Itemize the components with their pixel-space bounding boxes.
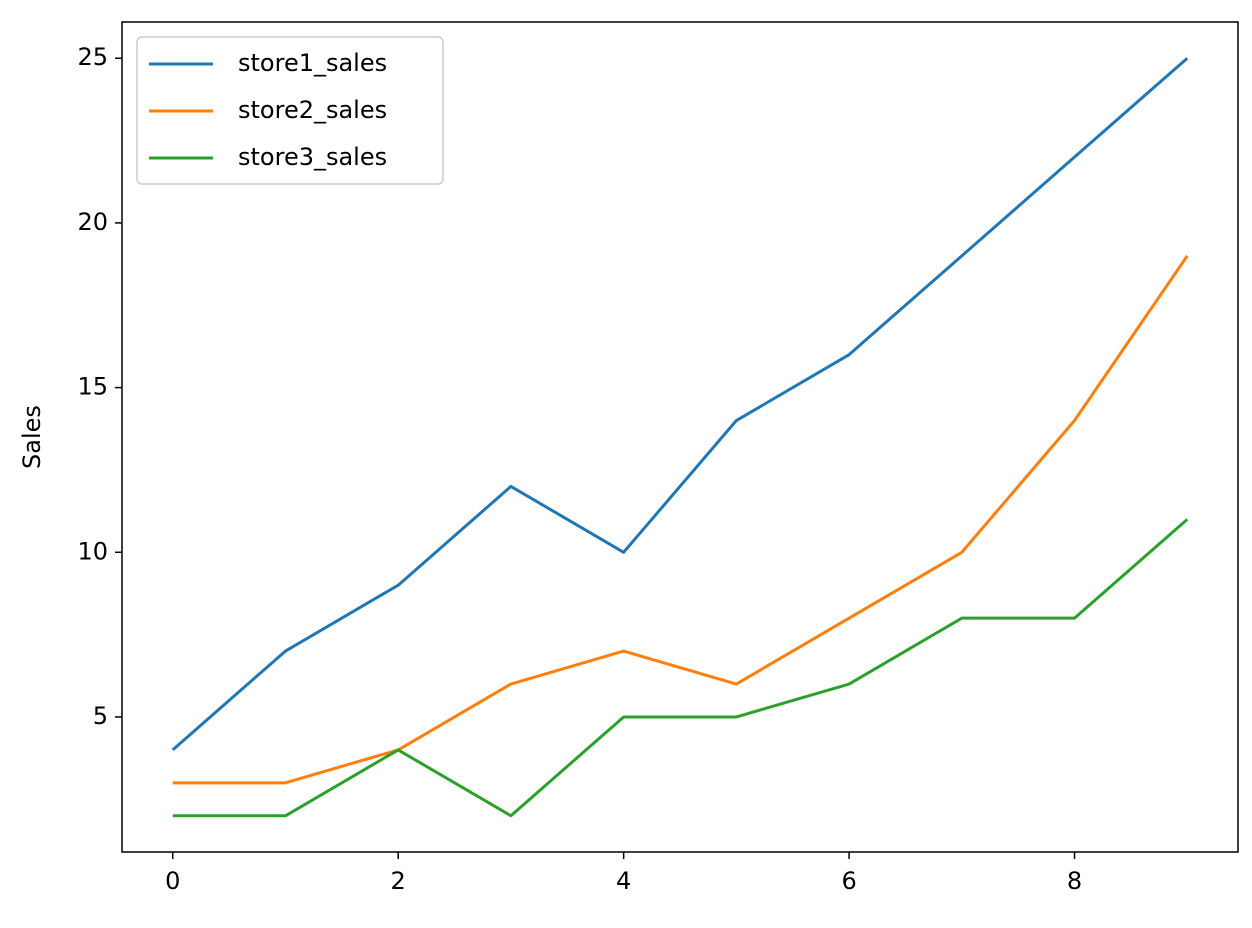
legend-label: store2_sales — [238, 96, 387, 124]
legend-box — [136, 36, 444, 185]
y-tick-label: 15 — [77, 373, 108, 401]
x-tick-label: 4 — [616, 867, 631, 895]
y-tick-label: 5 — [93, 702, 108, 730]
plot-frame — [121, 21, 1239, 853]
x-tick-label: 8 — [1067, 867, 1082, 895]
y-tick-label: 25 — [77, 43, 108, 71]
line-series — [172, 518, 1189, 818]
x-tick-label: 6 — [841, 867, 856, 895]
y-axis-label: Sales — [18, 405, 46, 469]
x-tick-label: 2 — [391, 867, 406, 895]
line-series — [172, 255, 1189, 785]
x-tick-label: 0 — [165, 867, 180, 895]
y-tick-label: 20 — [77, 208, 108, 236]
legend-label: store1_sales — [238, 49, 387, 77]
line-series — [171, 57, 1189, 752]
legend-label: store3_sales — [238, 143, 387, 171]
y-tick-label: 10 — [77, 537, 108, 565]
